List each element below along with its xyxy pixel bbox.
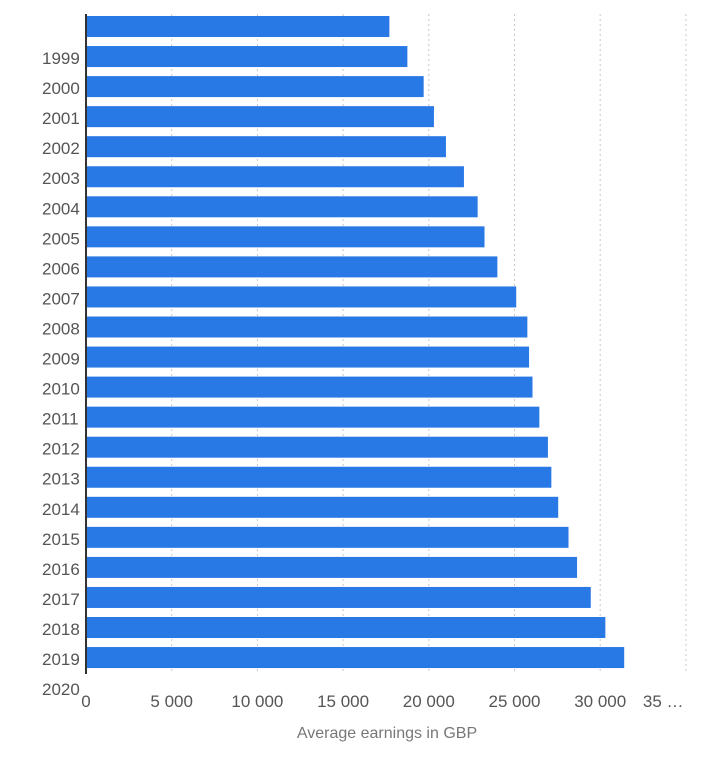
bar-2017 [86, 556, 578, 578]
y-tick-label: 2002 [42, 139, 80, 158]
y-tick-label: 2000 [42, 79, 80, 98]
y-tick-label: 2012 [42, 440, 80, 459]
y-tick-label: 2001 [42, 109, 80, 128]
bars [86, 16, 625, 669]
bar-2010 [86, 346, 530, 368]
bar-2011 [86, 376, 533, 398]
bar-2003 [86, 136, 446, 158]
y-tick-label: 2009 [42, 350, 80, 369]
bar-2007 [86, 256, 498, 278]
bar-2001 [86, 76, 424, 98]
x-tick-label: 35 … [643, 692, 684, 711]
bar-2016 [86, 526, 569, 548]
bar-2018 [86, 586, 591, 608]
x-tick-label: 10 000 [231, 692, 283, 711]
y-tick-label: 2015 [42, 530, 80, 549]
y-tick-label: 2006 [42, 259, 80, 278]
bar-1999 [86, 16, 390, 37]
y-tick-label: 2013 [42, 470, 80, 489]
x-tick-label: 30 000 [574, 692, 626, 711]
y-tick-label: 2018 [42, 620, 80, 639]
y-tick-label: 1999 [42, 49, 80, 68]
y-tick-label: 2016 [42, 560, 80, 579]
x-axis-title: Average earnings in GBP [297, 725, 477, 742]
bar-2005 [86, 196, 478, 218]
x-axis-labels: 0 5 000 10 000 15 000 20 000 25 000 30 000 35 … [81, 692, 683, 711]
bar-2004 [86, 166, 464, 188]
x-tick-label: 25 000 [489, 692, 541, 711]
bar-2002 [86, 106, 434, 128]
bar-2006 [86, 226, 485, 248]
bar-2020 [86, 647, 625, 669]
y-tick-label: 2007 [42, 289, 80, 308]
bar-2014 [86, 466, 552, 488]
y-tick-label: 2017 [42, 590, 80, 609]
bar-2009 [86, 316, 528, 338]
bar-2019 [86, 617, 606, 638]
y-tick-label: 2019 [42, 650, 80, 669]
y-tick-label: 2003 [42, 169, 80, 188]
y-axis-labels: 1999 2000 2001 2002 2003 2004 2005 2006 2007 2008… [42, 49, 80, 699]
bar-2015 [86, 496, 559, 518]
y-tick-label: 2004 [42, 199, 80, 218]
x-tick-label: 20 000 [403, 692, 455, 711]
bar-2013 [86, 436, 548, 458]
y-tick-label: 2011 [42, 410, 79, 429]
y-tick-label: 2014 [42, 500, 80, 519]
bar-2012 [86, 406, 540, 428]
bar-2000 [86, 46, 408, 68]
bar-2008 [86, 286, 517, 308]
y-tick-label: 2020 [42, 680, 80, 699]
y-tick-label: 2005 [42, 229, 80, 248]
y-tick-label: 2008 [42, 319, 80, 338]
x-tick-label: 15 000 [317, 692, 369, 711]
x-tick-label: 0 [81, 692, 90, 711]
y-tick-label: 2010 [42, 380, 80, 399]
x-tick-label: 5 000 [150, 692, 193, 711]
